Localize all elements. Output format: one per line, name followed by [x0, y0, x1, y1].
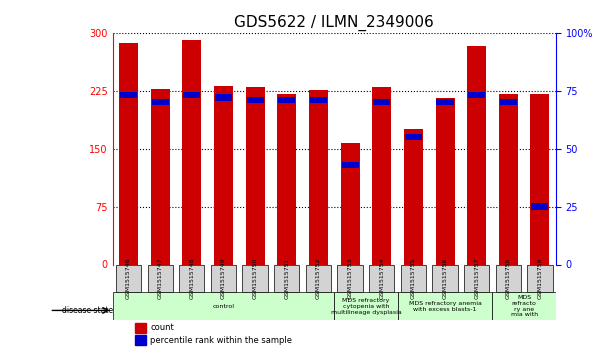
Text: GSM1515748: GSM1515748 [189, 258, 195, 299]
Text: GSM1515757: GSM1515757 [474, 258, 479, 299]
Title: GDS5622 / ILMN_2349006: GDS5622 / ILMN_2349006 [234, 15, 434, 31]
Bar [310, 97, 327, 103]
Bar [530, 94, 550, 265]
Text: control: control [212, 304, 235, 309]
Bar [119, 42, 138, 265]
Text: MDS
refracto
ry ane
mia with: MDS refracto ry ane mia with [511, 295, 537, 318]
Bar [499, 94, 518, 265]
Bar [135, 335, 146, 345]
Bar [215, 94, 232, 101]
Text: percentile rank within the sample: percentile rank within the sample [150, 336, 292, 345]
FancyBboxPatch shape [211, 265, 236, 292]
Bar [404, 129, 423, 265]
Text: GSM1515753: GSM1515753 [348, 258, 353, 299]
FancyBboxPatch shape [334, 292, 398, 320]
Bar [247, 97, 264, 103]
Text: GSM1515747: GSM1515747 [157, 258, 163, 299]
Text: GSM1515750: GSM1515750 [253, 258, 258, 299]
Bar [151, 89, 170, 265]
Text: GSM1515746: GSM1515746 [126, 258, 131, 299]
FancyBboxPatch shape [337, 265, 363, 292]
Text: GSM1515751: GSM1515751 [285, 258, 289, 299]
FancyBboxPatch shape [112, 292, 334, 320]
Text: GSM1515756: GSM1515756 [443, 258, 447, 299]
FancyBboxPatch shape [527, 265, 553, 292]
Text: count: count [150, 323, 174, 333]
Bar [468, 92, 485, 98]
FancyBboxPatch shape [492, 292, 556, 320]
FancyBboxPatch shape [148, 265, 173, 292]
FancyBboxPatch shape [432, 265, 458, 292]
Bar [373, 99, 390, 105]
Text: GSM1515755: GSM1515755 [411, 258, 416, 299]
Text: disease state: disease state [61, 306, 112, 315]
FancyBboxPatch shape [464, 265, 489, 292]
FancyBboxPatch shape [116, 265, 141, 292]
Text: GSM1515752: GSM1515752 [316, 258, 321, 299]
Bar [309, 90, 328, 265]
Bar [340, 143, 359, 265]
Bar [214, 86, 233, 265]
FancyBboxPatch shape [369, 265, 395, 292]
Text: MDS refractory
cytopenia with
multilineage dysplasia: MDS refractory cytopenia with multilinea… [331, 298, 401, 315]
Bar [120, 92, 137, 98]
FancyBboxPatch shape [179, 265, 204, 292]
Bar [135, 323, 146, 333]
Bar [372, 87, 391, 265]
Bar [467, 46, 486, 265]
Text: GSM1515749: GSM1515749 [221, 258, 226, 299]
Bar [531, 203, 548, 209]
FancyBboxPatch shape [243, 265, 268, 292]
FancyBboxPatch shape [306, 265, 331, 292]
FancyBboxPatch shape [401, 265, 426, 292]
FancyBboxPatch shape [496, 265, 521, 292]
Bar [246, 87, 264, 265]
Text: GSM1515758: GSM1515758 [506, 258, 511, 299]
FancyBboxPatch shape [274, 265, 299, 292]
Bar [405, 134, 422, 140]
FancyBboxPatch shape [398, 292, 492, 320]
Bar [277, 94, 296, 265]
Bar [151, 99, 169, 105]
Bar [437, 99, 454, 105]
Bar [278, 97, 295, 103]
Bar [500, 99, 517, 105]
Bar [183, 92, 201, 98]
Text: GSM1515754: GSM1515754 [379, 258, 384, 299]
Bar [435, 98, 455, 265]
Bar [182, 40, 201, 265]
Text: GSM1515759: GSM1515759 [537, 258, 542, 299]
Text: MDS refractory anemia
with excess blasts-1: MDS refractory anemia with excess blasts… [409, 301, 482, 312]
Bar [342, 162, 359, 168]
